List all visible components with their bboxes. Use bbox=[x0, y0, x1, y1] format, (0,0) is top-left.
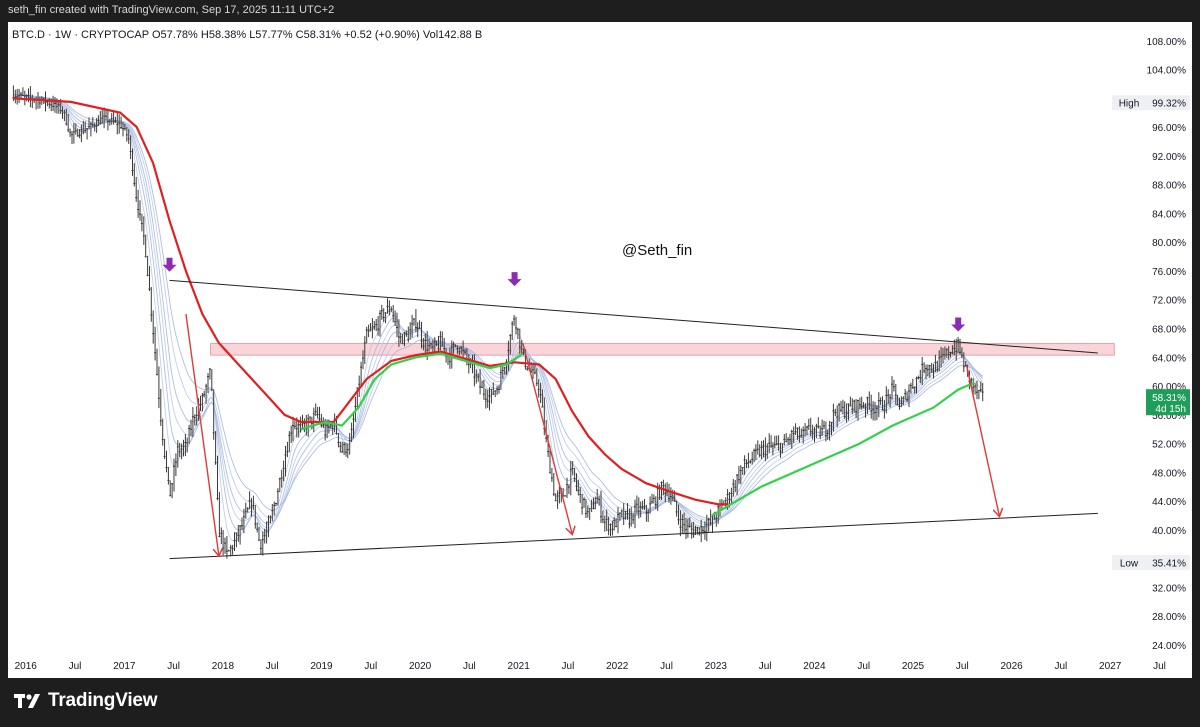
x-tick-label: 2026 bbox=[1000, 661, 1023, 672]
high-tag-bg bbox=[1112, 95, 1146, 111]
x-tick-label: 2020 bbox=[409, 661, 432, 672]
price-countdown: 4d 15h bbox=[1155, 404, 1186, 415]
x-tick-label: 2021 bbox=[508, 661, 531, 672]
high-value: 99.32% bbox=[1152, 99, 1186, 110]
watermark-label: @Seth_fin bbox=[622, 242, 692, 259]
x-tick-label: 2023 bbox=[705, 661, 728, 672]
x-tick-label: 2019 bbox=[310, 661, 333, 672]
high-tag-label: High bbox=[1119, 99, 1140, 110]
high-value-bg bbox=[1146, 95, 1190, 111]
ribbon-ma-30 bbox=[13, 94, 983, 520]
y-tick-label: 84.00% bbox=[1152, 209, 1186, 220]
x-tick-label: Jul bbox=[266, 661, 279, 672]
price-value: 58.31% bbox=[1152, 393, 1186, 404]
top-marker-2 bbox=[507, 272, 522, 287]
x-tick-label: Jul bbox=[956, 661, 969, 672]
ribbon-ma-24 bbox=[13, 94, 984, 522]
y-tick-label: 96.00% bbox=[1152, 123, 1186, 134]
price-tag bbox=[1146, 389, 1190, 416]
y-tick-label: 48.00% bbox=[1152, 468, 1186, 479]
x-tick-label: Jul bbox=[857, 661, 870, 672]
x-tick-label: Jul bbox=[1153, 661, 1166, 672]
projection-arrow-3 bbox=[965, 364, 999, 515]
y-tick-label: 64.00% bbox=[1152, 353, 1186, 364]
y-tick-label: 104.00% bbox=[1147, 66, 1187, 77]
x-tick-label: 2024 bbox=[803, 661, 826, 672]
low-tag-bg bbox=[1112, 554, 1146, 570]
y-tick-label: 108.00% bbox=[1147, 37, 1187, 48]
y-tick-label: 44.00% bbox=[1152, 497, 1186, 508]
x-tick-label: Jul bbox=[463, 661, 476, 672]
low-tag-label: Low bbox=[1120, 558, 1139, 569]
x-tick-label: Jul bbox=[759, 661, 772, 672]
resistance-zone bbox=[210, 343, 1115, 356]
ribbon-ma-18 bbox=[13, 94, 984, 525]
trendline-lower bbox=[169, 512, 1098, 560]
x-tick-label: Jul bbox=[660, 661, 673, 672]
x-tick-label: Jul bbox=[167, 661, 180, 672]
x-tick-label: 2025 bbox=[902, 661, 925, 672]
x-tick-label: 2017 bbox=[113, 661, 136, 672]
x-tick-label: Jul bbox=[364, 661, 377, 672]
y-tick-label: 32.00% bbox=[1152, 583, 1186, 594]
y-tick-label: 28.00% bbox=[1152, 612, 1186, 623]
ribbon-ma-14 bbox=[13, 94, 984, 529]
top-marker-1 bbox=[162, 257, 177, 272]
y-tick-label: 68.00% bbox=[1152, 325, 1186, 336]
y-tick-label: 72.00% bbox=[1152, 296, 1186, 307]
y-tick-label: 80.00% bbox=[1152, 238, 1186, 249]
projection-arrow-2 bbox=[522, 342, 572, 534]
trendline-upper bbox=[169, 279, 1098, 354]
footer-bar: TradingView bbox=[0, 678, 1200, 727]
top-marker-3 bbox=[951, 317, 966, 332]
price-chart[interactable]: 108.00%104.00%100.00%96.00%92.00%88.00%8… bbox=[8, 22, 1192, 678]
attribution-text: seth_fin created with TradingView.com, S… bbox=[8, 4, 335, 16]
y-tick-label: 52.00% bbox=[1152, 440, 1186, 451]
x-tick-label: Jul bbox=[562, 661, 575, 672]
x-tick-label: 2027 bbox=[1099, 661, 1122, 672]
chart-area[interactable]: 108.00%104.00%100.00%96.00%92.00%88.00%8… bbox=[8, 22, 1192, 678]
y-tick-label: 60.00% bbox=[1152, 382, 1186, 393]
low-value: 35.41% bbox=[1152, 558, 1186, 569]
x-tick-label: 2018 bbox=[212, 661, 235, 672]
ribbon-ma-6 bbox=[13, 94, 984, 542]
projection-arrow-1 bbox=[185, 314, 219, 555]
y-tick-label: 76.00% bbox=[1152, 267, 1186, 278]
ema-slow-line bbox=[13, 97, 729, 506]
low-value-bg bbox=[1146, 554, 1190, 570]
x-tick-label: Jul bbox=[1054, 661, 1067, 672]
ribbon-ma-10 bbox=[13, 94, 984, 531]
x-tick-label: 2016 bbox=[15, 661, 38, 672]
ema-fast-line-1 bbox=[711, 381, 976, 517]
attribution-bar: seth_fin created with TradingView.com, S… bbox=[0, 0, 1200, 22]
tradingview-logo-icon bbox=[14, 694, 40, 708]
tradingview-logo-text: TradingView bbox=[48, 690, 158, 711]
y-axis-strip bbox=[1115, 22, 1192, 678]
y-tick-label: 40.00% bbox=[1152, 526, 1186, 537]
ema-fast-line-0 bbox=[300, 352, 524, 431]
ohlc-legend: BTC.D · 1W · CRYPTOCAP O57.78% H58.38% L… bbox=[12, 29, 482, 41]
tradingview-logo[interactable]: TradingView bbox=[14, 690, 158, 712]
x-tick-label: 2022 bbox=[606, 661, 629, 672]
x-tick-label: Jul bbox=[69, 661, 82, 672]
y-tick-label: 24.00% bbox=[1152, 641, 1186, 652]
y-tick-label: 56.00% bbox=[1152, 411, 1186, 422]
y-tick-label: 88.00% bbox=[1152, 181, 1186, 192]
y-tick-label: 92.00% bbox=[1152, 152, 1186, 163]
